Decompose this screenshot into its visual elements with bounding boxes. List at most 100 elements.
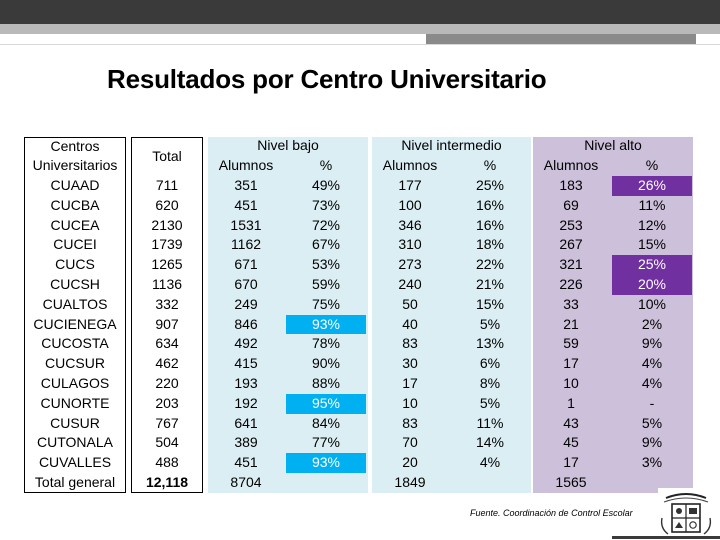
header-bar [0,0,720,24]
cell-bajo-alumnos: 641 [234,414,258,431]
cell-total: 620 [155,196,179,213]
cell-inter-alumnos: 20 [402,454,418,471]
cell-bajo-pct: 67% [311,236,341,253]
cell-inter-pct: 4% [479,454,501,471]
cell-bajo-alumnos: 846 [234,315,258,332]
header-bajo-pct: % [319,157,333,173]
cell-total: 634 [155,335,179,352]
column-nivel-intermedio [372,137,531,493]
cell-inter-alumnos: 346 [398,216,422,233]
cell-total: 2130 [151,216,183,233]
cell-alto-alumnos: 267 [559,236,583,253]
cell-total: 907 [155,315,179,332]
cell-alto-alumnos: 321 [559,256,583,273]
cell-centro: CUVALLES [38,454,112,471]
cell-alto-pct: 3% [641,454,663,471]
cell-bajo-pct: 88% [311,375,341,391]
cell-bajo-pct [286,473,366,493]
cell-bajo-alumnos: 451 [234,454,258,471]
cell-total: 504 [155,434,179,451]
header-rule [0,44,720,45]
cell-centro: CUCOSTA [41,335,109,352]
cell-inter-alumnos: 83 [402,414,418,431]
cell-alto-alumnos: 10 [563,375,579,391]
university-seal-icon [658,488,714,538]
cell-inter-pct: 16% [475,216,505,233]
page-title: Resultados por Centro Universitario [107,64,547,94]
cell-bajo-alumnos: 193 [234,375,258,391]
header-total: Total [152,148,182,164]
cell-centro: CULAGOS [40,375,110,391]
cell-centro: CUTONALA [37,434,113,451]
cell-alto-pct: 5% [641,414,663,431]
cell-alto-alumnos: 45 [563,434,579,451]
cell-bajo-alumnos: 389 [234,434,258,451]
cell-alto-pct: 4% [641,375,663,391]
cell-bajo-alumnos: 192 [234,394,258,411]
cell-total: 1739 [151,236,183,253]
cell-inter-alumnos: 40 [402,315,418,332]
header-nivel-intermedio: Nivel intermedio [401,137,502,153]
cell-total: 1265 [151,256,183,273]
cell-centro: CUALTOS [42,295,108,312]
source-note: Fuente. Coordinación de Control Escolar [470,508,633,518]
cell-bajo-pct: 75% [311,295,341,312]
cell-inter-pct: 15% [475,295,505,312]
header-nivel-bajo: Nivel bajo [257,137,319,153]
cell-alto-pct: - [649,394,655,411]
cell-centro: CUNORTE [40,394,110,411]
header-alto-alumnos: Alumnos [543,157,599,173]
cell-bajo-alumnos: 451 [234,196,258,213]
cell-total: 12,118 [145,474,189,490]
cell-centro: Total general [34,474,116,490]
cell-inter-alumnos: 310 [398,236,422,253]
cell-total: 220 [155,375,179,391]
cell-bajo-pct: 49% [311,177,341,193]
cell-alto-pct: 15% [637,236,667,253]
cell-alto-pct: 4% [641,355,663,372]
cell-alto-alumnos: 1 [567,394,575,411]
cell-alto-pct: 12% [637,216,667,233]
cell-inter-alumnos: 273 [398,256,422,273]
cell-inter-alumnos: 1849 [394,474,426,490]
cell-alto-alumnos: 253 [559,216,583,233]
cell-inter-alumnos: 30 [402,355,418,372]
header-nivel-alto: Nivel alto [584,137,642,153]
cell-bajo-pct: 78% [311,335,341,352]
cell-total: 711 [155,177,179,193]
cell-bajo-alumnos: 1531 [230,216,262,233]
cell-inter-alumnos: 240 [398,276,422,292]
cell-inter-alumnos: 50 [402,295,418,312]
cell-inter-pct [450,473,530,493]
header-inter-alumnos: Alumnos [382,157,438,173]
column-centros [24,137,126,493]
cell-bajo-pct: 72% [311,216,341,233]
cell-centro: CUCSUR [45,355,105,372]
cell-alto-alumnos: 17 [563,454,579,471]
header-centros: Centros Universitarios [32,138,118,173]
cell-alto-alumnos: 43 [563,414,579,431]
cell-total: 462 [155,355,179,372]
cell-bajo-pct: 93% [286,453,366,473]
cell-centro: CUSUR [50,414,100,431]
cell-inter-pct: 5% [479,394,501,411]
cell-inter-pct: 11% [476,414,504,431]
header-band [0,24,720,34]
cell-bajo-pct: 73% [311,196,341,213]
cell-inter-alumnos: 177 [398,177,422,193]
cell-bajo-pct: 53% [311,256,341,273]
cell-bajo-alumnos: 671 [234,256,258,273]
cell-total: 332 [155,295,179,312]
cell-bajo-alumnos: 415 [234,355,258,372]
cell-inter-pct: 14% [475,434,505,451]
cell-centro: CUAAD [50,177,100,193]
cell-alto-alumnos: 21 [563,315,579,332]
cell-alto-pct: 20% [612,275,692,295]
cell-bajo-alumnos: 249 [234,295,258,312]
cell-centro: CUCS [55,256,95,273]
footer-rule [612,536,720,539]
cell-inter-pct: 18% [475,236,505,253]
cell-inter-pct: 21% [475,276,505,292]
cell-bajo-alumnos: 8704 [230,474,262,490]
cell-centro: CUCEA [50,216,100,233]
